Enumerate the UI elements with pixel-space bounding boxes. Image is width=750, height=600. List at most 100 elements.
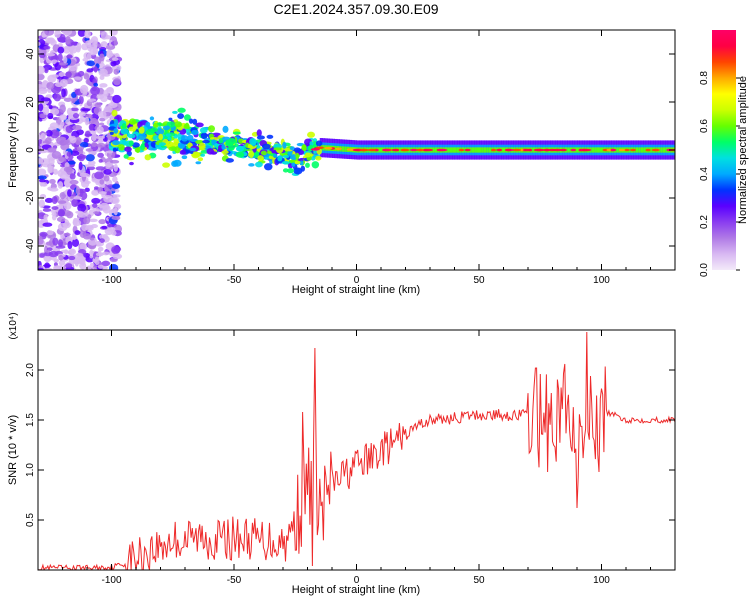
snr-frame <box>37 329 676 571</box>
spectrogram-noise-blob <box>70 107 79 112</box>
spectrogram-signal-blob <box>293 167 303 175</box>
colorbar-label: Normalized spectral amplitude <box>737 76 749 224</box>
spectrogram-band-inner <box>378 147 382 153</box>
spectrogram-noise-blob <box>68 248 77 255</box>
spectrogram-signal-blob <box>256 129 262 137</box>
spectrogram-noise-blob <box>103 89 109 97</box>
spectrogram-noise-blob <box>83 73 90 80</box>
spectrogram-noise-blob <box>87 98 97 102</box>
spectrogram-noise-blob <box>110 60 117 67</box>
spectrogram-signal-blob <box>256 135 265 140</box>
spectrogram-noise-blob <box>57 200 67 204</box>
spectrogram-signal-blob <box>183 114 191 121</box>
snr-y-label: SNR (10 * v/v) <box>7 415 19 485</box>
spectrogram-signal-blob <box>232 131 241 135</box>
y-tick-label: 0 <box>25 147 36 153</box>
spectrogram-noise-blob <box>77 30 86 37</box>
spectrogram-noise-blob <box>72 196 83 200</box>
spectrogram-signal-blob <box>315 140 323 147</box>
spectrogram-signal-blob <box>158 133 164 140</box>
spectrogram-signal-blob <box>137 121 142 129</box>
spectrogram-signal-blob <box>266 134 274 139</box>
spectrogram-noise-blob <box>106 223 113 228</box>
spectrogram-signal-blob <box>128 126 137 132</box>
spectrogram-noise-blob <box>99 83 108 88</box>
spectrogram-noise-blob <box>38 41 41 46</box>
spectrogram-noise-blob <box>58 239 64 248</box>
spectrogram-peak <box>630 148 636 152</box>
spectrogram-signal-blob <box>128 118 137 125</box>
spectrogram-noise-blob <box>95 166 106 171</box>
spectrogram-peak <box>458 148 465 152</box>
spectrogram-noise-blob <box>109 198 119 204</box>
colorbar-tick-label: 0.8 <box>699 71 710 85</box>
spectrogram-signal-blob <box>167 155 172 160</box>
spectrogram-band-inner <box>591 147 595 153</box>
y-tick-label: 2.0 <box>25 363 36 377</box>
spectrogram-noise-blob <box>53 168 58 175</box>
spectrogram-band-inner <box>567 147 571 153</box>
spectrogram-signal-blob <box>179 149 187 155</box>
spectrogram-signal-blob <box>191 129 199 136</box>
spectrogram-peak <box>645 148 651 152</box>
spectrogram-signal-blob <box>163 128 168 136</box>
spectrogram-signal-blob <box>112 140 121 146</box>
spectrogram-peak <box>606 148 612 152</box>
spectrogram-noise-blob <box>88 151 97 155</box>
spectrogram-noise-blob <box>40 182 48 187</box>
spectrogram-noise-blob <box>84 116 90 126</box>
spectrogram-noise-blob <box>59 104 66 114</box>
spectrogram-noise-blob <box>57 46 65 54</box>
spectrogram-signal-blob <box>165 140 174 148</box>
x-tick-label: 100 <box>593 575 610 586</box>
spectrogram-noise-blob <box>48 115 54 119</box>
spectrogram-signal-blob <box>211 139 217 146</box>
spectrogram-signal-blob <box>177 113 185 120</box>
spectrogram-band-inner <box>449 147 453 153</box>
spectrogram-noise-blob <box>43 214 48 221</box>
spectrogram-noise-blob <box>90 86 100 96</box>
spectrogram-noise-blob <box>109 30 118 36</box>
spectrogram-noise-blob <box>97 264 105 269</box>
snr-axes: -100 -50 0 50 100 0.5 1.0 1.5 2.0 <box>25 330 676 586</box>
spectrogram-signal-blob <box>206 148 215 155</box>
spectrogram-signal-blob <box>293 147 301 153</box>
spectrogram-noise-blob <box>112 94 122 104</box>
spectrogram-signal-blob <box>171 160 179 167</box>
spectrogram-band-inner <box>577 147 580 153</box>
spectrogram-noise-blob <box>94 171 105 180</box>
spectrogram-noise-blob <box>74 230 81 236</box>
spectrogram-heatmap <box>38 30 675 270</box>
spectrogram-noise-blob <box>88 123 94 131</box>
spectrogram-noise-blob <box>38 157 44 165</box>
spectrogram-noise-blob <box>38 267 45 270</box>
spectrogram-signal-blob <box>124 146 132 152</box>
spectrogram-noise-blob <box>81 223 88 232</box>
spectrogram-noise-blob <box>71 238 80 247</box>
spectrogram-noise-blob <box>57 181 64 189</box>
spectrogram-noise-blob <box>42 222 53 227</box>
spectrogram-noise-blob <box>58 72 66 77</box>
spectrogram-noise-blob <box>79 84 89 94</box>
spectrogram-noise-blob <box>44 30 55 36</box>
spectrogram-noise-blob <box>99 179 105 185</box>
spectrogram-signal-blob <box>277 155 283 162</box>
spectrogram-peak <box>542 148 551 152</box>
spectrogram-panel: -100 -50 0 50 100 -40 -20 0 20 40 Height of strai… <box>7 29 676 296</box>
spectrogram-noise-blob <box>89 262 95 267</box>
x-tick-label: 50 <box>473 575 485 586</box>
spectrogram-noise-blob <box>112 183 121 189</box>
spectrogram-noise-blob <box>59 114 67 121</box>
spectrogram-noise-blob <box>57 53 63 62</box>
spectrogram-signal-blob <box>249 138 257 146</box>
spectrogram-band-inner <box>488 147 492 153</box>
spectrogram-peak <box>570 148 577 152</box>
spectrogram-peak <box>410 148 418 152</box>
spectrogram-noise-blob <box>112 176 118 183</box>
spectrogram-peak <box>618 148 626 152</box>
spectrogram-signal-blob <box>235 151 245 158</box>
spectrogram-noise-blob <box>99 122 105 126</box>
spectrogram-band-inner <box>341 146 345 152</box>
spectrogram-noise-blob <box>48 178 56 185</box>
spectrogram-noise-blob <box>68 64 78 72</box>
